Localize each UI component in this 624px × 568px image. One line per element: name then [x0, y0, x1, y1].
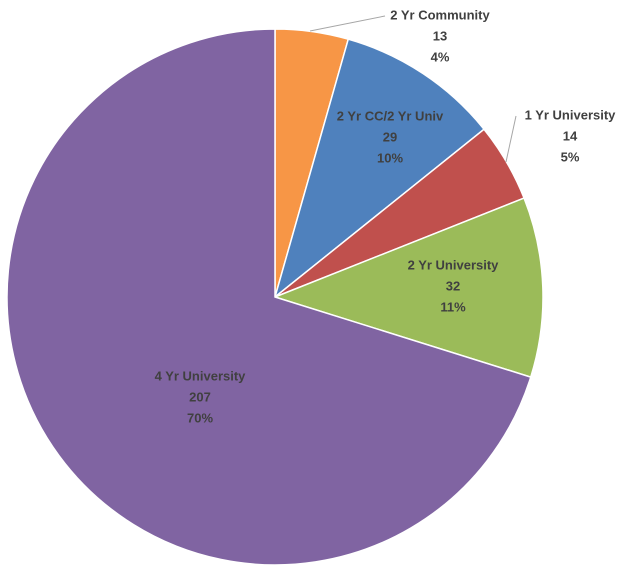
pie-slice: [6, 28, 532, 566]
leader-line: [309, 15, 386, 32]
slice-label: 2 Yr Community: [390, 7, 490, 22]
pie-slice: [272, 197, 544, 379]
slice-percent: 5%: [561, 149, 580, 164]
slice-label: 2 Yr CC/2 Yr Univ: [337, 108, 444, 123]
slice-percent: 4%: [431, 49, 450, 64]
slice-percent: 70%: [187, 410, 213, 425]
slice-value: 207: [189, 389, 211, 404]
slice-value: 13: [433, 28, 447, 43]
slice-value: 14: [563, 128, 578, 143]
slice-value: 29: [383, 129, 397, 144]
slice-percent: 11%: [440, 299, 466, 314]
slice-value: 32: [446, 278, 460, 293]
slice-label: 2 Yr University: [408, 257, 500, 272]
slice-label: 4 Yr University: [155, 368, 247, 383]
slice-percent: 10%: [377, 150, 403, 165]
pie-slice: [273, 38, 486, 300]
slice-label: 1 Yr University: [525, 107, 617, 122]
leader-line: [505, 115, 517, 163]
